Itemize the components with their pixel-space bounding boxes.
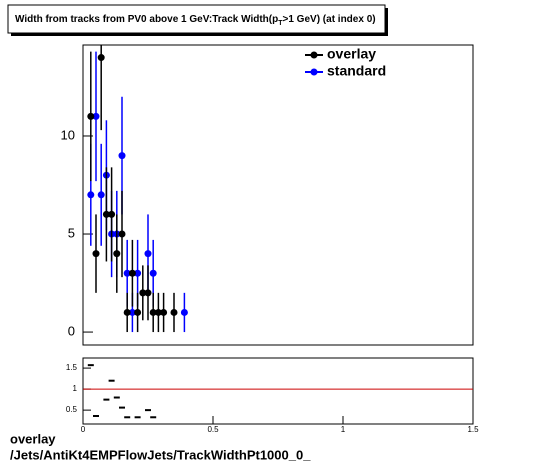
plot-frame <box>82 44 474 346</box>
data-point <box>97 191 105 199</box>
x-tick-label: 1 <box>341 425 346 434</box>
legend-marker <box>310 68 318 76</box>
data-point <box>92 112 100 120</box>
data-point <box>128 308 136 316</box>
title-box <box>7 4 386 34</box>
y-tick-label: 1.5 <box>66 363 78 372</box>
x-tick-label: 1.5 <box>467 425 479 434</box>
data-point <box>149 269 157 277</box>
data-point <box>149 308 157 316</box>
legend-label: standard <box>327 63 386 79</box>
data-point <box>170 308 178 316</box>
title-part: T <box>278 20 283 27</box>
data-point <box>108 210 116 218</box>
data-point <box>134 308 142 316</box>
chart-title: Width from tracks from PV0 above 1 GeV:T… <box>15 14 376 27</box>
y-tick-label: 5 <box>68 225 75 240</box>
legend-marker <box>310 51 318 59</box>
x-tick-label: 0 <box>81 425 86 434</box>
data-point <box>87 191 95 199</box>
data-point <box>180 308 188 316</box>
data-point <box>154 308 162 316</box>
y-tick-label: 10 <box>61 127 75 142</box>
title-part: Width from tracks from PV0 above 1 GeV:T… <box>15 14 278 25</box>
data-point <box>118 230 126 238</box>
plot-area <box>87 45 188 333</box>
data-point <box>139 289 147 297</box>
footer-path: /Jets/AntiKt4EMPFlowJets/TrackWidthPt100… <box>10 447 311 462</box>
data-point <box>92 250 100 258</box>
ratio-area <box>83 364 473 419</box>
y-tick-label: 0 <box>68 323 75 338</box>
data-point <box>118 152 126 160</box>
y-tick-label: 0.5 <box>66 405 78 414</box>
data-point <box>87 112 95 120</box>
legend-label: overlay <box>327 46 376 62</box>
y-tick-label: 1 <box>73 384 78 393</box>
data-point <box>102 210 110 218</box>
data-point <box>113 250 121 258</box>
x-tick-label: 0.5 <box>207 425 219 434</box>
data-point <box>123 308 131 316</box>
data-point <box>123 269 131 277</box>
data-point <box>128 269 136 277</box>
ratio-frame <box>82 357 474 425</box>
data-point <box>160 308 168 316</box>
footer-label: overlay <box>10 431 56 446</box>
title-part: >1 GeV) (at index 0) <box>283 14 376 25</box>
data-point <box>144 289 152 297</box>
data-point <box>134 269 142 277</box>
data-point <box>97 54 105 62</box>
data-point <box>144 250 152 258</box>
